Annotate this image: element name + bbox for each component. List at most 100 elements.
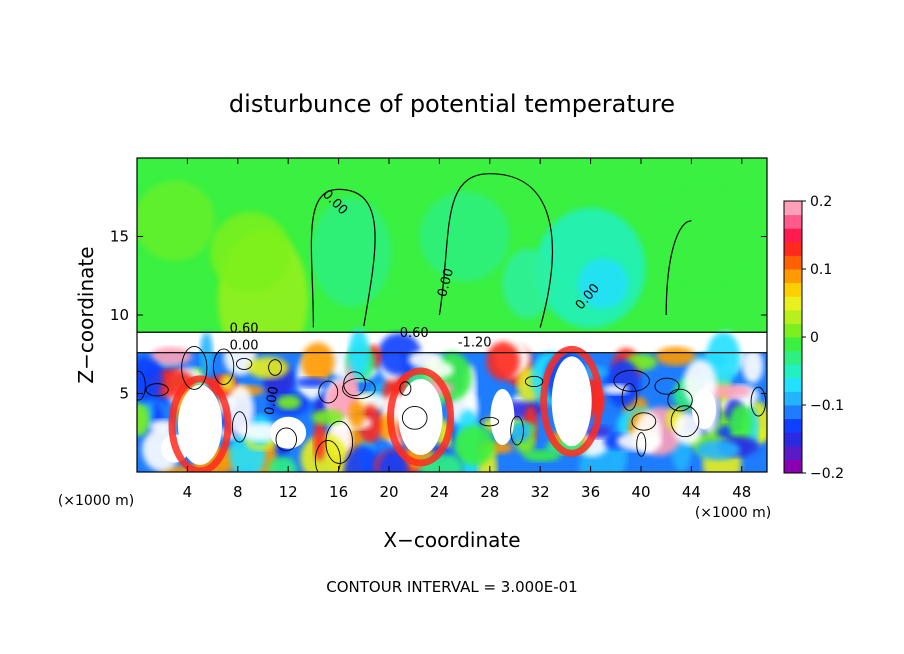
field-patch [706, 331, 741, 384]
contour-label: 0.60 [400, 326, 429, 341]
colorbar-swatch [784, 391, 802, 406]
contour-line [613, 369, 650, 392]
y-axis: 5 10 15 [110, 228, 767, 403]
field-patch [137, 402, 150, 436]
field-patch [664, 186, 744, 287]
field-patch [655, 346, 696, 366]
field-patch [343, 444, 383, 472]
colorbar-swatch [784, 445, 802, 460]
colorbar-tick-label: −0.2 [810, 466, 844, 482]
contour-line [621, 383, 638, 411]
contour-label: 0.00 [435, 267, 457, 299]
contour-line [510, 415, 524, 446]
contour-line [231, 411, 248, 443]
field-patch [742, 348, 764, 384]
x-tick-label: 4 [183, 483, 193, 501]
colorbar-swatch [784, 323, 802, 338]
field-blob [551, 356, 592, 447]
field-patch [377, 332, 422, 376]
colorbar-tick-label: 0 [810, 330, 819, 346]
x-axis: 4 8 12 16 20 24 28 32 36 40 44 48 [183, 158, 751, 501]
x-tick-label: 24 [430, 483, 449, 501]
field-patch [137, 180, 215, 261]
contour-line [268, 359, 283, 376]
x-tick-label: 40 [631, 483, 650, 501]
x-tick-label: 36 [581, 483, 600, 501]
contour-label: -1.20 [458, 335, 492, 350]
field-patch [149, 419, 175, 433]
x-tick-label: 16 [329, 483, 348, 501]
field-patch [276, 395, 302, 410]
x-tick-label: 44 [682, 483, 701, 501]
field-patch [420, 453, 464, 472]
field-blob [270, 416, 307, 449]
colorbar-swatch [784, 459, 802, 474]
colorbar-swatch [784, 201, 802, 216]
x-axis-title: X−coordinate [383, 528, 520, 552]
colorbar-swatch [784, 309, 802, 324]
contour-label: 0.00 [262, 385, 282, 416]
field-ring [168, 375, 232, 472]
field-patch [267, 455, 298, 472]
colorbar-swatch [784, 364, 802, 379]
field-blob [178, 384, 222, 465]
colorbar: 0.2 0.1 0 −0.1 −0.2 [783, 194, 844, 482]
contour-line [399, 381, 412, 396]
x-tick-label: 48 [732, 483, 751, 501]
field-patch [301, 342, 335, 382]
y-tick-label: 15 [110, 228, 129, 246]
field-patch [210, 212, 291, 293]
field-patch [419, 191, 510, 282]
colorbar-swatch [784, 296, 802, 311]
field-patch [605, 359, 641, 408]
contour-line [343, 371, 366, 397]
field-ring [387, 367, 454, 467]
x-tick-label: 32 [531, 483, 550, 501]
contour-line [342, 377, 376, 400]
field-blob [398, 379, 443, 456]
field-patch [150, 346, 192, 366]
field-patch [311, 197, 392, 308]
field-patch [454, 425, 495, 466]
contour-line [137, 370, 146, 401]
field-patch [511, 422, 531, 443]
colorbar-tick-label: −0.1 [810, 398, 844, 414]
y-tick-label: 10 [110, 306, 129, 324]
contour-line [670, 405, 700, 438]
colorbar-swatch [784, 269, 802, 284]
contour-line [654, 377, 680, 395]
colorbar-swatch [784, 418, 802, 433]
field-patch [705, 384, 751, 399]
field-blob [490, 389, 515, 446]
contour-line [667, 388, 693, 412]
contour-line [631, 412, 657, 431]
contour-line [314, 439, 341, 472]
x-unit-right: (×1000 m) [695, 505, 771, 521]
colorbar-swatch [784, 432, 802, 447]
contour-line [145, 383, 169, 397]
field-blob [692, 389, 716, 430]
colorbar-swatch [784, 241, 802, 256]
contour-line [479, 416, 500, 427]
colorbar-swatch [784, 377, 802, 392]
field-patch [522, 449, 561, 462]
contour-line [310, 188, 376, 328]
contour-interval-note: CONTOUR INTERVAL = 3.000E-01 [326, 578, 577, 596]
x-tick-label: 28 [480, 483, 499, 501]
field-patch [348, 328, 370, 379]
colorbar-swatch [784, 214, 802, 229]
colorbar-swatch [784, 282, 802, 297]
chart-title: disturbunce of potential temperature [229, 90, 675, 118]
y-axis-title: Z−coordinate [74, 246, 98, 383]
colorbar-tick-label: 0.2 [810, 194, 832, 210]
field-patch [696, 439, 741, 461]
contour-line [750, 386, 767, 417]
contour-line [318, 380, 339, 404]
field-patch [313, 419, 326, 461]
field-patch [295, 377, 329, 388]
x-tick-label: 12 [279, 483, 298, 501]
field-patch [578, 258, 629, 309]
contour-label: 0.00 [230, 339, 259, 354]
contour-label: 0.60 [230, 321, 259, 336]
